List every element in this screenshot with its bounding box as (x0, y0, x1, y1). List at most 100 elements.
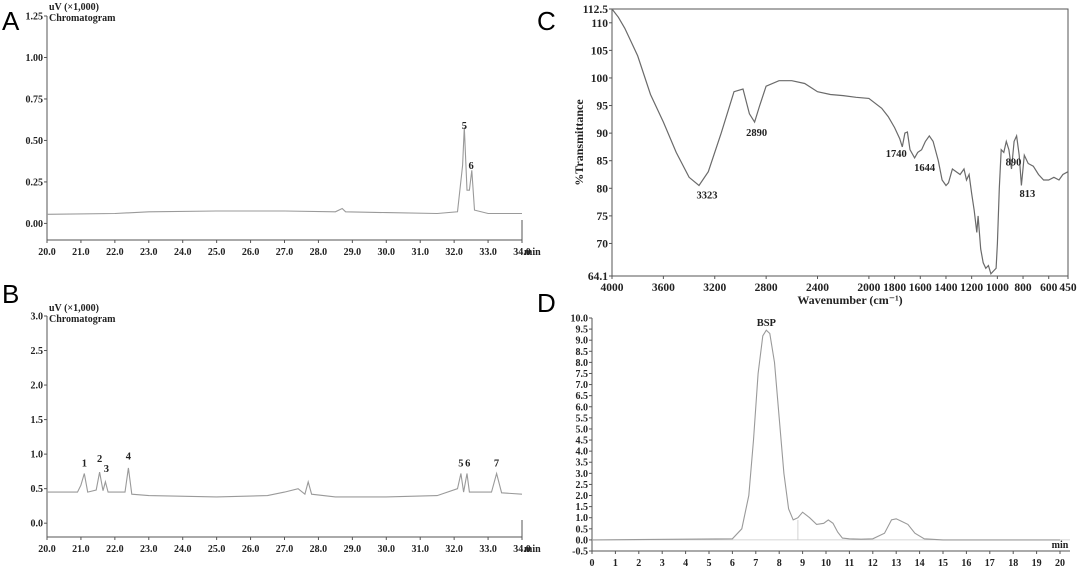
x-tick-label: 4 (683, 558, 688, 568)
x-tick-label: 16 (961, 558, 971, 568)
y-tick-label: 0.0 (31, 519, 44, 530)
peak-label-1740: 1740 (886, 149, 907, 160)
y-axis-unit: uV (×1,000) (49, 2, 99, 13)
x-tick-label: 17 (985, 558, 995, 568)
y-tick-label: 3.0 (576, 469, 589, 480)
x-tick-label: 1000 (986, 282, 1009, 294)
y-tick-label: 95 (597, 101, 609, 113)
x-tick-label: 1400 (934, 282, 957, 294)
x-tick-label: 3200 (703, 282, 726, 294)
x-tick-label: 32.0 (445, 544, 463, 555)
x-tick-label: 2800 (755, 282, 778, 294)
x-tick-label: 20.0 (38, 247, 56, 258)
x-tick-label: 30.0 (378, 544, 396, 555)
x-axis-unit: min (524, 247, 541, 258)
x-tick-label: 20.0 (38, 544, 56, 555)
x-tick-label: 2400 (806, 282, 829, 294)
peak-label-3: 3 (104, 464, 109, 475)
y-axis-unit: uV (×1,000) (49, 303, 99, 314)
y-tick-label: 110 (591, 18, 608, 30)
peak-label-5: 5 (458, 458, 463, 469)
y-tick-label: 70 (597, 238, 609, 250)
y-tick-label: -0.5 (572, 547, 588, 558)
gpc-chromatogram-d: -0.50.00.51.01.52.02.53.03.54.04.55.05.5… (571, 314, 1070, 568)
x-tick-label: 2000 (857, 282, 880, 294)
x-tick-label: 25.0 (208, 544, 226, 555)
y-tick-label: 1.5 (576, 502, 589, 513)
x-tick-label: 2 (636, 558, 641, 568)
x-tick-label: 32.0 (445, 247, 463, 258)
y-tick-label: 8.5 (576, 347, 589, 358)
y-tick-label: 0.5 (576, 524, 589, 535)
x-tick-label: 23.0 (140, 544, 158, 555)
peak-label-bsp: BSP (757, 318, 777, 329)
x-tick-label: 7 (753, 558, 758, 568)
peak-label-2890: 2890 (746, 128, 767, 139)
series-line (46, 127, 522, 215)
y-tick-label: 3.0 (31, 312, 44, 323)
peak-label-6: 6 (465, 458, 470, 469)
y-tick-label: 1.0 (31, 450, 44, 461)
plot-frame (46, 316, 523, 538)
peak-label-1: 1 (82, 458, 87, 469)
series-line (47, 467, 523, 498)
y-tick-label: 75 (597, 211, 609, 223)
y-tick-label: 1.25 (26, 12, 44, 23)
y-tick-label: 1.0 (576, 513, 589, 524)
x-tick-label: 600 (1040, 282, 1058, 294)
peak-label-2: 2 (97, 454, 102, 465)
x-tick-label: 6 (730, 558, 735, 568)
y-tick-label: 90 (597, 128, 609, 140)
x-tick-label: 33.0 (479, 544, 497, 555)
panel-letter-d: D (537, 288, 556, 318)
x-tick-label: 22.0 (106, 544, 124, 555)
peak-label-6: 6 (468, 161, 473, 172)
x-tick-label: 13 (891, 558, 901, 568)
y-tick-label: 4.0 (576, 447, 589, 458)
x-tick-label: 14 (915, 558, 925, 568)
spectrum-line (611, 8, 1069, 275)
ftir-spectrum-c: 64.1 70 75 80 85 90 95 100 105 110 112.5 4000 3600 32… (572, 4, 1077, 307)
y-tick-label: 3.5 (576, 458, 589, 469)
x-tick-label: 12 (868, 558, 878, 568)
y-tick-label: 6.0 (576, 402, 589, 413)
y-tick-label: 2.5 (31, 346, 44, 357)
x-tick-label: 30.0 (378, 247, 396, 258)
y-tick-label: 0.0 (576, 535, 589, 546)
x-tick-label: 20 (1055, 558, 1065, 568)
series-line (591, 329, 1060, 541)
y-tick-label: 7.5 (576, 369, 589, 380)
y-tick-label: 0.50 (26, 136, 44, 147)
x-tick-label: 21.0 (72, 247, 90, 258)
x-tick-label: 29.0 (344, 544, 362, 555)
y-tick-label: 10.0 (571, 314, 589, 325)
panel-letter-b: B (2, 279, 19, 309)
y-tick-label: 0.5 (31, 484, 44, 495)
x-tick-label: 34.0 (513, 247, 531, 258)
x-tick-label: 25.0 (208, 247, 226, 258)
x-tick-label: 31.0 (411, 544, 429, 555)
plot-frame (611, 8, 1069, 277)
x-tick-label: 3600 (652, 282, 675, 294)
y-tick-label: 2.0 (576, 491, 589, 502)
peak-label-7: 7 (494, 458, 499, 469)
y-tick-label: 1.5 (31, 415, 44, 426)
y-tick-label: 64.1 (588, 271, 608, 283)
y-tick-label: 2.0 (31, 381, 44, 392)
chart-header: Chromatogram (49, 314, 116, 325)
y-tick-label: 5.0 (576, 424, 589, 435)
y-tick-label: 9.5 (576, 325, 589, 336)
x-tick-label: 1 (613, 558, 618, 568)
y-tick-label: 8.0 (576, 358, 589, 369)
peak-label-1644: 1644 (914, 163, 936, 174)
x-axis-unit: min (524, 544, 541, 555)
x-tick-label: 15 (938, 558, 948, 568)
x-tick-label: 34.0 (513, 544, 531, 555)
peak-label-890: 890 (1006, 158, 1022, 169)
y-tick-label: 80 (597, 183, 609, 195)
x-tick-label: 1800 (883, 282, 906, 294)
y-tick-label: 0.25 (26, 177, 44, 188)
x-tick-label: 29.0 (344, 247, 362, 258)
x-tick-label: 11 (845, 558, 854, 568)
x-tick-label: 1600 (909, 282, 932, 294)
